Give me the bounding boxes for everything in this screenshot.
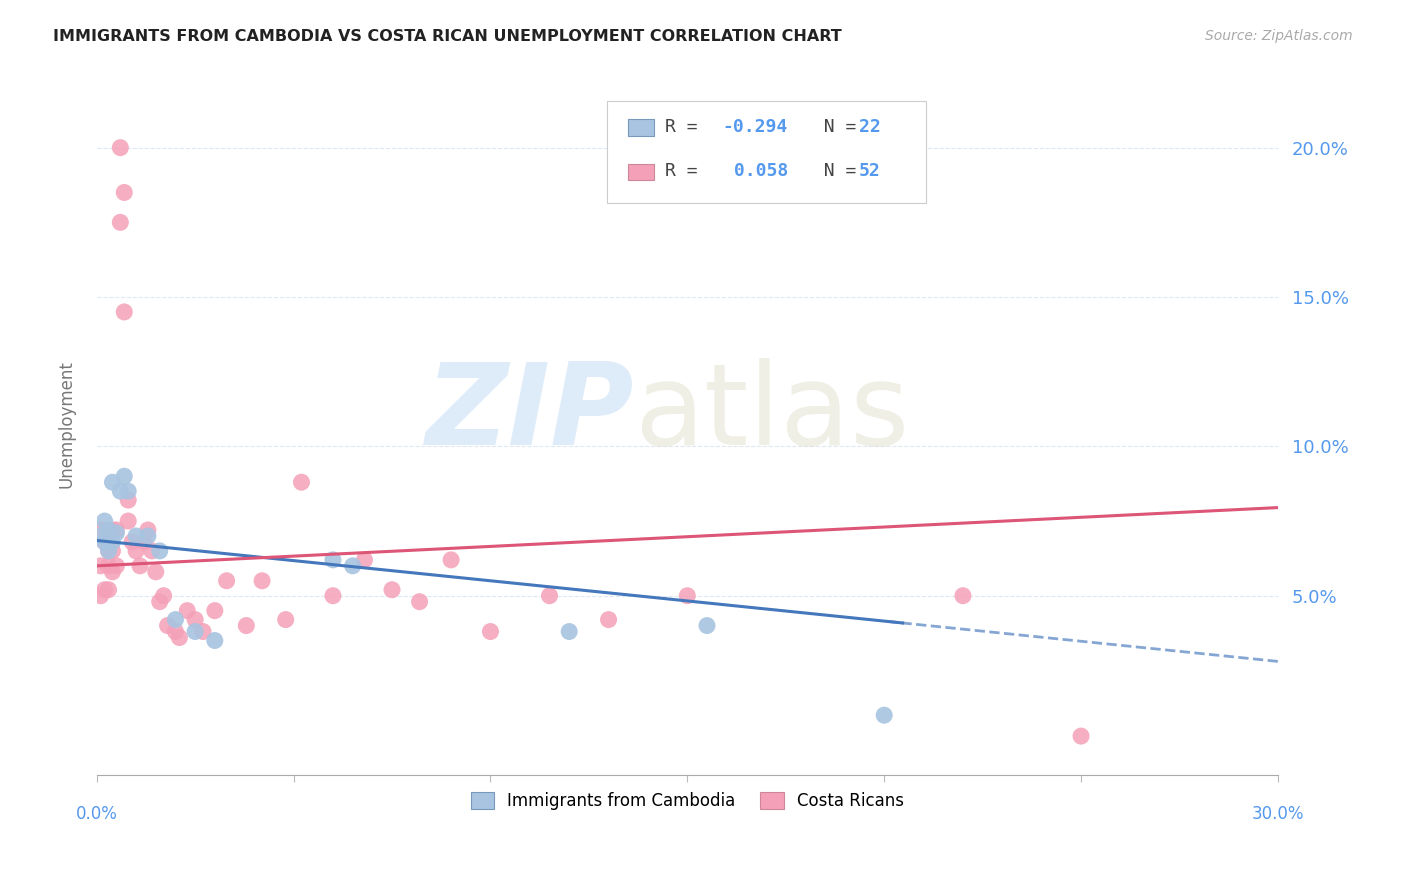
Point — [538, 589, 561, 603]
Text: IMMIGRANTS FROM CAMBODIA VS COSTA RICAN UNEMPLOYMENT CORRELATION CHART: IMMIGRANTS FROM CAMBODIA VS COSTA RICAN … — [53, 29, 842, 44]
Point — [110, 484, 132, 499]
Point — [97, 529, 120, 543]
Point — [204, 633, 226, 648]
Point — [558, 624, 581, 639]
Point — [440, 553, 463, 567]
Point — [136, 529, 159, 543]
Text: 0.058: 0.058 — [723, 162, 787, 180]
Point — [90, 589, 112, 603]
Point — [105, 526, 128, 541]
Point — [121, 535, 143, 549]
Text: ZIP: ZIP — [426, 358, 634, 469]
Point — [479, 624, 502, 639]
Point — [93, 535, 115, 549]
Point — [97, 544, 120, 558]
Point — [110, 141, 132, 155]
Text: Source: ZipAtlas.com: Source: ZipAtlas.com — [1205, 29, 1353, 43]
Point — [93, 514, 115, 528]
Point — [149, 544, 172, 558]
Point — [101, 544, 124, 558]
Point — [97, 582, 120, 597]
Point — [408, 595, 430, 609]
Point — [132, 535, 155, 549]
Point — [873, 708, 896, 723]
Point — [696, 618, 718, 632]
Point — [105, 523, 128, 537]
FancyBboxPatch shape — [628, 163, 654, 180]
Point — [322, 553, 344, 567]
Point — [101, 535, 124, 549]
FancyBboxPatch shape — [628, 120, 654, 136]
Point — [274, 613, 297, 627]
Text: N =: N = — [801, 162, 868, 180]
Point — [145, 565, 167, 579]
Point — [93, 582, 115, 597]
Point — [1070, 729, 1092, 743]
Point — [125, 544, 148, 558]
Point — [129, 558, 152, 573]
Point — [381, 582, 404, 597]
Point — [353, 553, 375, 567]
Point — [112, 305, 135, 319]
Point — [165, 613, 187, 627]
Point — [101, 475, 124, 490]
Text: 0.0%: 0.0% — [76, 805, 118, 823]
Point — [191, 624, 214, 639]
Point — [184, 624, 207, 639]
Point — [90, 529, 112, 543]
Point — [152, 589, 174, 603]
Point — [141, 544, 163, 558]
Legend: Immigrants from Cambodia, Costa Ricans: Immigrants from Cambodia, Costa Ricans — [464, 786, 911, 817]
Point — [125, 529, 148, 543]
Point — [112, 186, 135, 200]
Point — [165, 624, 187, 639]
Point — [117, 493, 139, 508]
Point — [235, 618, 257, 632]
Point — [112, 469, 135, 483]
Point — [117, 514, 139, 528]
Point — [101, 565, 124, 579]
Point — [598, 613, 620, 627]
Point — [97, 523, 120, 537]
Point — [676, 589, 699, 603]
Text: atlas: atlas — [634, 358, 910, 469]
Point — [97, 544, 120, 558]
Point — [169, 631, 191, 645]
Point — [184, 613, 207, 627]
Text: 30.0%: 30.0% — [1251, 805, 1305, 823]
Point — [290, 475, 312, 490]
Point — [149, 595, 172, 609]
Point — [97, 558, 120, 573]
Point — [156, 618, 179, 632]
Y-axis label: Unemployment: Unemployment — [58, 360, 75, 488]
Point — [90, 558, 112, 573]
Point — [204, 604, 226, 618]
Point — [110, 215, 132, 229]
Text: 22: 22 — [859, 118, 880, 136]
Point — [342, 558, 364, 573]
Point — [93, 535, 115, 549]
FancyBboxPatch shape — [607, 101, 927, 202]
Text: 52: 52 — [859, 162, 880, 180]
Point — [215, 574, 238, 588]
Point — [101, 523, 124, 537]
Text: N =: N = — [801, 118, 868, 136]
Text: R =: R = — [665, 118, 709, 136]
Point — [176, 604, 198, 618]
Point — [105, 558, 128, 573]
Point — [136, 523, 159, 537]
Point — [90, 523, 112, 537]
Text: -0.294: -0.294 — [723, 118, 787, 136]
Text: R =: R = — [665, 162, 709, 180]
Point — [117, 484, 139, 499]
Point — [322, 589, 344, 603]
Point — [250, 574, 273, 588]
Point — [952, 589, 974, 603]
